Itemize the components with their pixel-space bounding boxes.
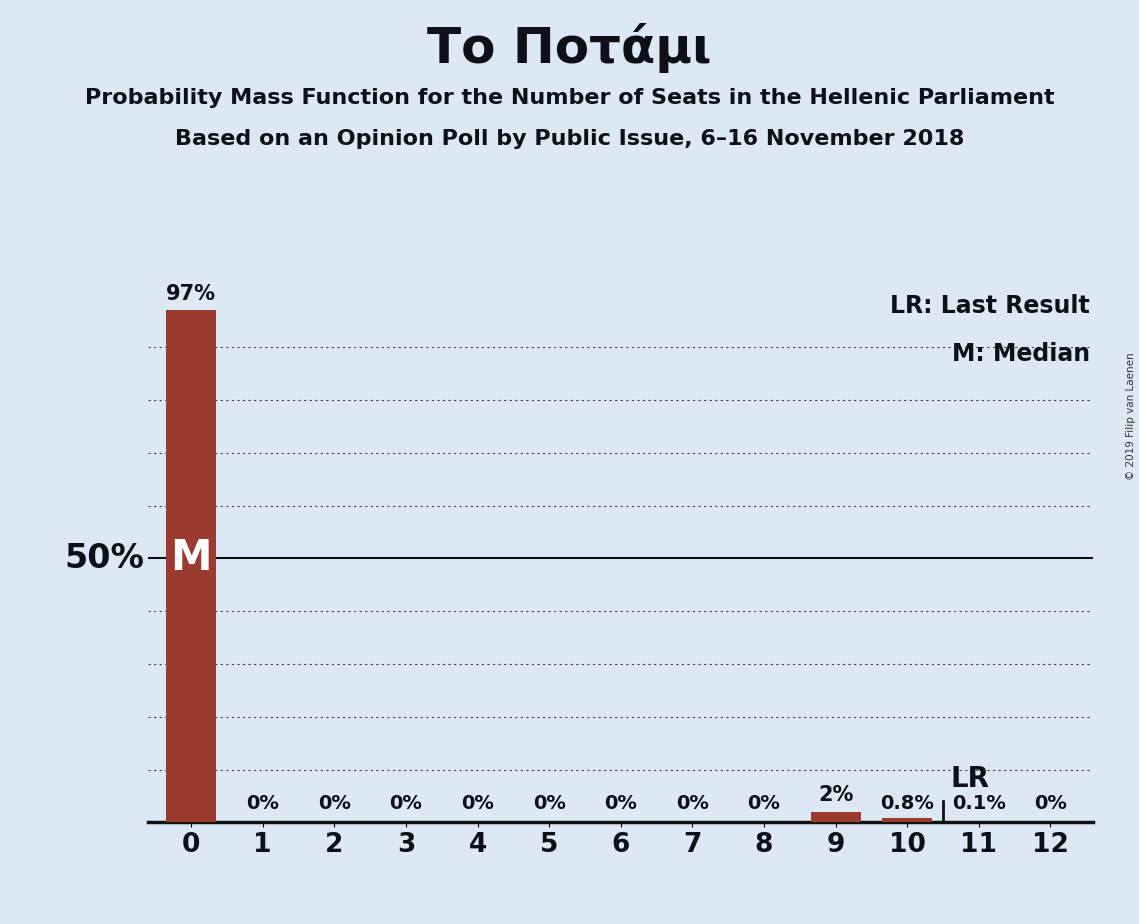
Text: Probability Mass Function for the Number of Seats in the Hellenic Parliament: Probability Mass Function for the Number… [84, 88, 1055, 108]
Text: LR: LR [950, 765, 989, 794]
Text: 97%: 97% [166, 284, 216, 304]
Text: 0%: 0% [390, 794, 423, 813]
Text: 50%: 50% [65, 541, 145, 575]
Text: 0%: 0% [605, 794, 637, 813]
Text: © 2019 Filip van Laenen: © 2019 Filip van Laenen [1126, 352, 1136, 480]
Text: 0%: 0% [675, 794, 708, 813]
Text: 0.1%: 0.1% [952, 794, 1006, 813]
Bar [883, 818, 933, 822]
Text: 2%: 2% [818, 785, 853, 806]
Text: LR: Last Result: LR: Last Result [890, 295, 1090, 319]
Text: M: Median: M: Median [952, 342, 1090, 366]
Text: 0.8%: 0.8% [880, 794, 934, 813]
Text: 0%: 0% [318, 794, 351, 813]
Text: 0%: 0% [747, 794, 780, 813]
Text: 0%: 0% [461, 794, 494, 813]
Bar [811, 812, 861, 822]
Text: M: M [171, 538, 212, 579]
Text: Το Ποτάμι: Το Ποτάμι [427, 23, 712, 73]
Text: Based on an Opinion Poll by Public Issue, 6–16 November 2018: Based on an Opinion Poll by Public Issue… [174, 129, 965, 150]
Text: 0%: 0% [533, 794, 566, 813]
Text: 0%: 0% [1034, 794, 1067, 813]
Bar [166, 310, 216, 822]
Text: 0%: 0% [246, 794, 279, 813]
